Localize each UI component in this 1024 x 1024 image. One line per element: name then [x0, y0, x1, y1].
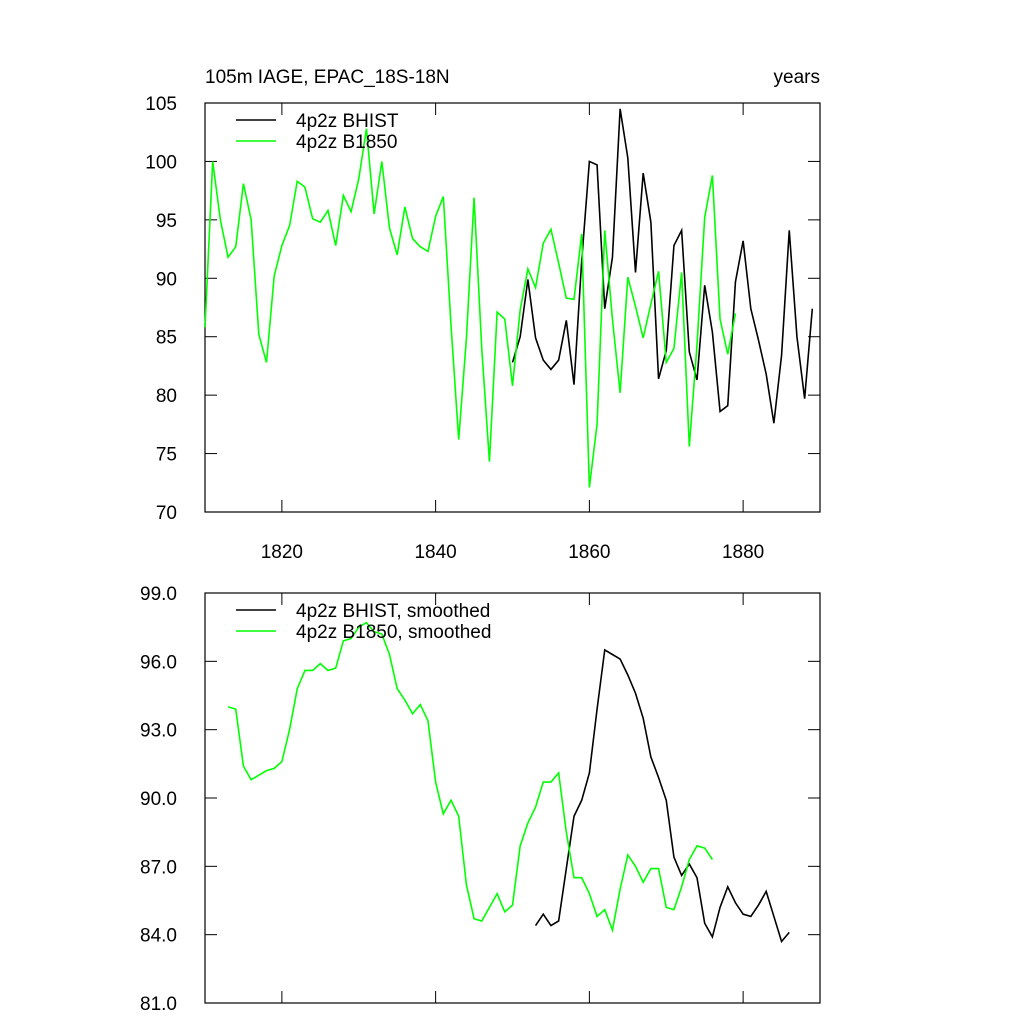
y-tick-label: 105	[145, 94, 177, 115]
y-tick-label: 90.0	[140, 789, 177, 810]
y-tick-label: 81.0	[140, 994, 177, 1015]
series-line	[227, 621, 714, 934]
x-tick-label: 1860	[568, 542, 610, 563]
series-line	[534, 648, 790, 944]
legend-label: 4p2z B1850	[296, 132, 397, 153]
legend-label: 4p2z BHIST, smoothed	[296, 601, 490, 622]
legend-label: 4p2z B1850, smoothed	[296, 622, 491, 643]
y-tick-label: 70	[156, 503, 177, 524]
legend-label: 4p2z BHIST	[296, 111, 399, 132]
y-tick-label: 90	[156, 269, 177, 290]
y-tick-label: 95	[156, 211, 177, 232]
chart-title: 105m IAGE, EPAC_18S-18N	[205, 67, 450, 88]
series-line	[511, 108, 814, 424]
y-tick-label: 87.0	[140, 857, 177, 878]
y-tick-label: 75	[156, 445, 177, 466]
plot-frame	[204, 102, 821, 513]
y-tick-label: 93.0	[140, 721, 177, 742]
y-tick-label: 80	[156, 386, 177, 407]
chart-subtitle: years	[774, 67, 820, 88]
y-tick-label: 84.0	[140, 926, 177, 947]
y-tick-label: 99.0	[140, 584, 177, 605]
y-tick-label: 96.0	[140, 652, 177, 673]
y-tick-label: 100	[145, 152, 177, 173]
x-tick-label: 1840	[414, 542, 456, 563]
x-tick-label: 1880	[722, 542, 764, 563]
y-tick-label: 85	[156, 328, 177, 349]
plot-frame	[204, 592, 821, 1004]
x-tick-label: 1820	[261, 542, 303, 563]
series-line	[204, 128, 737, 488]
